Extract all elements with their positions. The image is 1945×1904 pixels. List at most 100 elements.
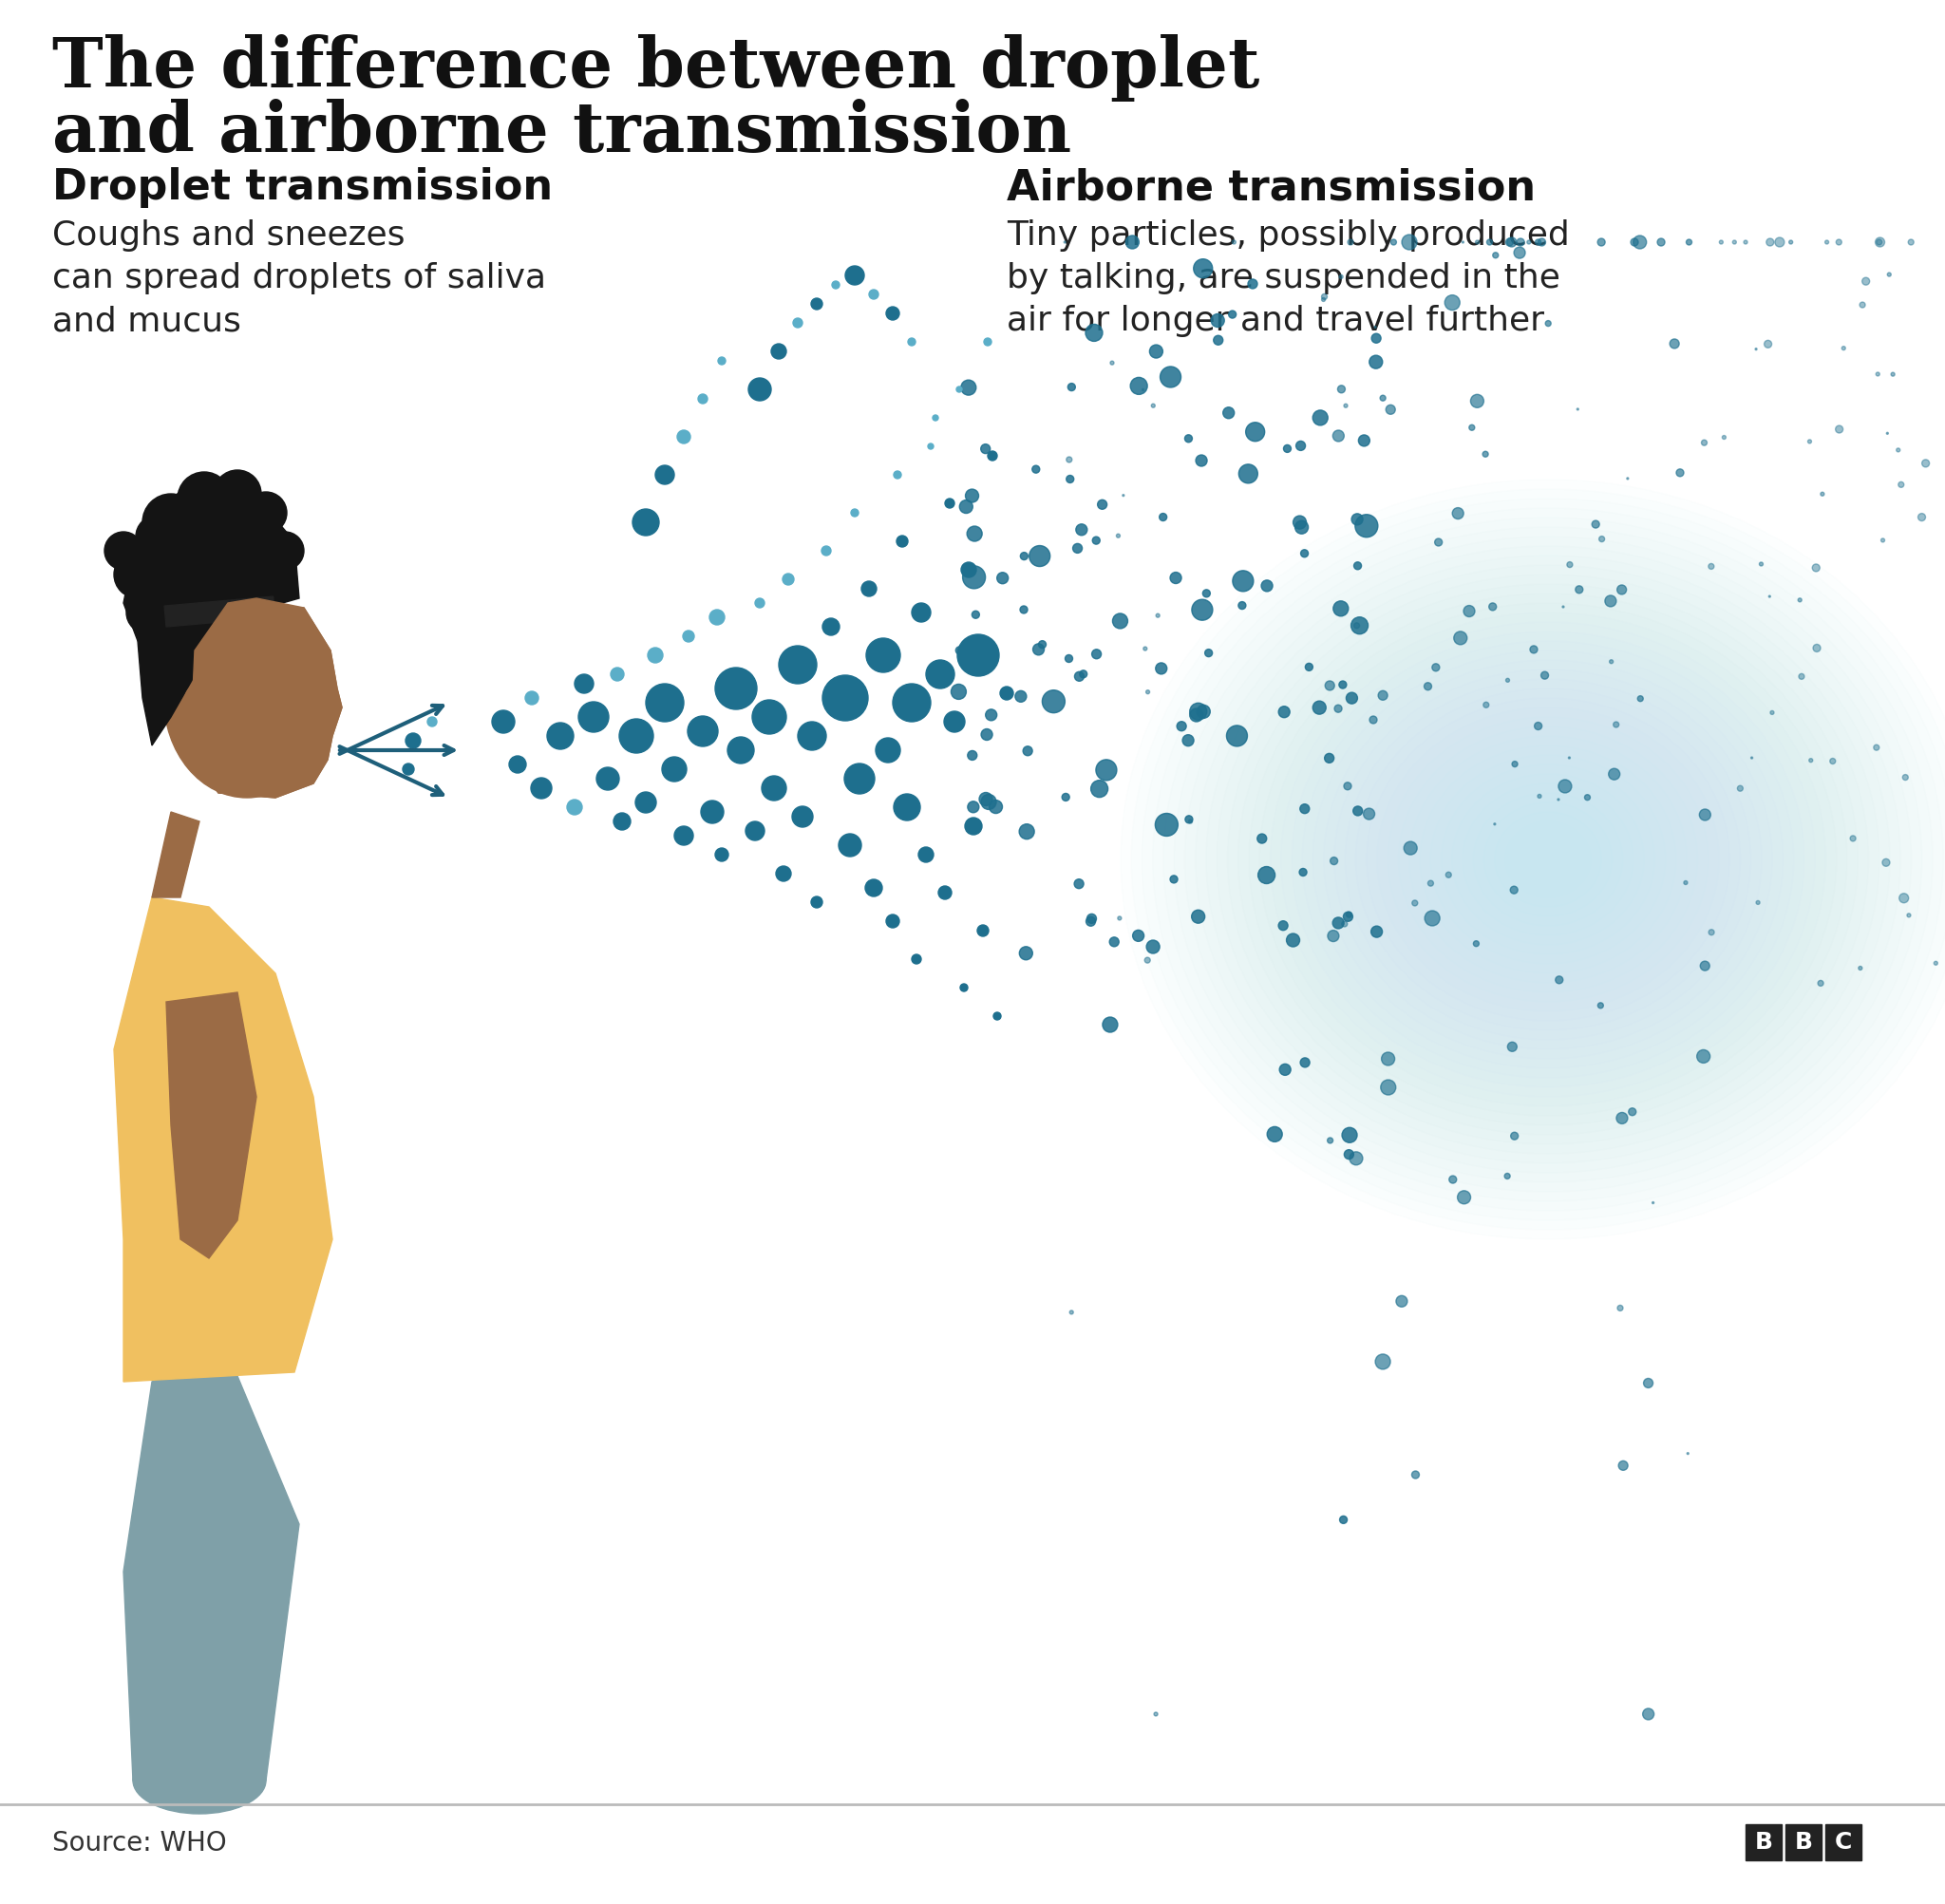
Circle shape [1605,596,1616,607]
Circle shape [1511,1133,1519,1140]
Ellipse shape [1472,794,1622,927]
Circle shape [959,501,972,514]
Circle shape [1842,347,1846,350]
Circle shape [115,552,161,600]
Circle shape [978,792,992,805]
Circle shape [136,516,177,558]
Circle shape [1509,887,1517,895]
Polygon shape [191,600,342,798]
Bar [1786,1824,1822,1860]
Circle shape [1819,981,1824,986]
Circle shape [1435,539,1443,546]
Circle shape [887,916,899,929]
Circle shape [1033,644,1044,655]
Polygon shape [138,604,228,746]
Circle shape [1338,682,1346,689]
Circle shape [893,794,920,821]
Circle shape [1019,824,1035,840]
Circle shape [1933,962,1937,965]
Circle shape [1618,1306,1622,1312]
Circle shape [988,451,998,461]
Circle shape [1486,240,1492,246]
Circle shape [1159,514,1167,522]
Circle shape [1505,680,1509,684]
Circle shape [1875,373,1879,377]
Circle shape [1085,326,1103,343]
Circle shape [1066,476,1074,484]
Circle shape [1299,868,1307,876]
Circle shape [1644,1708,1653,1719]
Circle shape [961,564,976,579]
Circle shape [990,802,1002,813]
Circle shape [655,466,675,486]
Circle shape [1891,373,1894,377]
Circle shape [937,887,951,901]
Circle shape [1066,655,1074,663]
Circle shape [1299,805,1309,815]
Circle shape [1185,817,1192,824]
Circle shape [492,710,515,733]
Circle shape [1126,236,1140,249]
Circle shape [1313,701,1326,714]
Circle shape [755,600,764,609]
Text: B: B [1795,1830,1813,1853]
Text: by talking, are suspended in the: by talking, are suspended in the [1008,263,1560,295]
Circle shape [1185,436,1192,444]
Circle shape [1859,303,1865,308]
Circle shape [1330,857,1338,864]
Circle shape [1558,781,1572,794]
Circle shape [1381,396,1385,402]
Circle shape [1488,604,1496,611]
Circle shape [1043,691,1066,714]
Circle shape [1799,674,1805,680]
Circle shape [762,777,786,802]
Circle shape [1344,912,1354,922]
Circle shape [1212,314,1225,327]
Circle shape [1381,1053,1395,1066]
Circle shape [1371,927,1383,939]
Circle shape [1527,242,1531,246]
Circle shape [1153,1712,1157,1716]
Circle shape [1188,821,1192,824]
Ellipse shape [1494,813,1601,908]
Circle shape [1616,586,1626,596]
Circle shape [1278,922,1288,931]
Circle shape [1348,240,1354,246]
Circle shape [677,430,690,444]
Circle shape [1906,914,1910,918]
Circle shape [980,729,992,741]
Circle shape [1103,1017,1118,1032]
Circle shape [1591,522,1599,529]
Circle shape [770,345,786,360]
Circle shape [1908,240,1914,246]
Circle shape [1745,242,1747,246]
Circle shape [1021,552,1027,560]
Circle shape [1171,876,1177,883]
Circle shape [1898,893,1908,902]
Circle shape [1424,912,1439,927]
Circle shape [972,611,980,619]
Text: Airborne transmission: Airborne transmission [1008,168,1537,208]
Circle shape [994,1013,1002,1021]
Circle shape [1507,1043,1517,1051]
Circle shape [1029,546,1050,567]
Circle shape [1535,724,1542,731]
Circle shape [1356,516,1377,539]
Circle shape [405,733,420,748]
Circle shape [1766,240,1774,248]
Ellipse shape [1430,756,1665,963]
Circle shape [1896,449,1900,453]
Circle shape [1482,451,1488,457]
Circle shape [986,710,998,722]
Circle shape [797,722,827,750]
Circle shape [1342,1127,1358,1142]
Circle shape [1546,322,1550,327]
Circle shape [1428,882,1433,887]
Circle shape [1249,280,1256,289]
Circle shape [1887,274,1891,278]
Circle shape [1628,1108,1636,1116]
Circle shape [1597,1003,1603,1009]
Circle shape [1369,716,1377,724]
Circle shape [1531,645,1538,653]
Circle shape [1233,571,1253,592]
